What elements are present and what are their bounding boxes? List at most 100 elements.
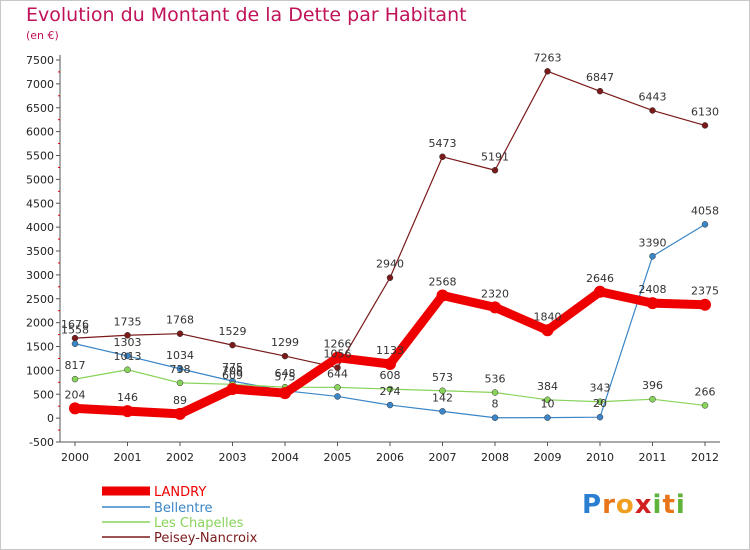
data-point	[701, 221, 709, 228]
data-label: 204	[65, 388, 86, 401]
data-label: 1768	[166, 314, 194, 327]
data-label: 1303	[114, 336, 142, 349]
data-label: 775	[222, 361, 243, 374]
data-label: 10	[541, 398, 555, 411]
logo-letter: i	[652, 490, 663, 520]
data-point	[279, 387, 291, 400]
logo-letter: P	[582, 490, 603, 520]
data-point	[646, 297, 659, 310]
data-point	[331, 351, 344, 364]
data-point	[69, 402, 81, 415]
data-label: 738	[170, 363, 191, 376]
legend-entry: LANDRY	[154, 485, 206, 500]
data-point	[226, 383, 239, 396]
data-label: 1735	[114, 315, 142, 328]
data-point	[281, 352, 289, 360]
data-point	[596, 87, 604, 95]
data-label: 575	[275, 371, 296, 384]
x-tick-label: 2000	[61, 451, 89, 464]
data-point	[701, 402, 709, 409]
legend-entry: Les Chapelles	[154, 516, 244, 531]
data-label: 384	[537, 380, 558, 393]
data-point	[489, 301, 501, 314]
y-tick-label: 5500	[26, 150, 54, 163]
data-label: 1013	[114, 350, 142, 363]
data-label: 1034	[166, 349, 194, 362]
data-point	[439, 153, 446, 161]
data-point	[594, 285, 606, 298]
x-tick-label: 2007	[429, 451, 457, 464]
data-point	[384, 358, 396, 371]
data-label: 396	[642, 379, 663, 392]
x-tick-label: 2012	[691, 451, 719, 464]
data-label: 817	[65, 359, 86, 372]
data-point	[71, 375, 79, 383]
y-tick-label: 5000	[26, 173, 54, 186]
data-point	[699, 298, 711, 311]
y-tick-label: 0	[47, 412, 54, 425]
x-tick-label: 2002	[166, 451, 194, 464]
data-label: 1056	[324, 348, 352, 361]
data-label: 2375	[691, 285, 719, 298]
logo-letter: r	[602, 490, 616, 520]
x-tick-label: 2004	[271, 451, 299, 464]
chart-title: Evolution du Montant de la Dette par Hab…	[26, 4, 467, 26]
logo-letter: t	[662, 490, 676, 520]
data-point	[649, 107, 656, 114]
data-label: 2568	[429, 276, 457, 289]
legend-entry: Peisey-Nancroix	[154, 531, 258, 546]
data-label: 7263	[534, 51, 562, 64]
x-tick-label: 2011	[639, 451, 667, 464]
y-tick-label: 7500	[26, 54, 54, 67]
data-point	[436, 289, 449, 302]
data-label: 4058	[691, 204, 719, 217]
data-point	[124, 366, 131, 374]
data-point	[334, 384, 341, 391]
data-label: 2320	[481, 287, 509, 300]
data-label: 2940	[376, 258, 404, 271]
x-tick-label: 2008	[481, 451, 509, 464]
data-point	[544, 414, 551, 421]
data-point	[176, 365, 184, 373]
data-label: 609	[222, 369, 243, 382]
data-point	[544, 396, 551, 404]
data-label: 573	[432, 371, 453, 384]
y-tick-label: 2500	[26, 293, 54, 306]
data-point	[544, 68, 551, 75]
data-label: 146	[117, 391, 138, 404]
logo-letter: o	[615, 490, 635, 520]
data-label: 6130	[691, 105, 719, 118]
data-point	[334, 364, 341, 371]
data-point	[491, 389, 499, 396]
data-point	[176, 379, 184, 387]
data-label: 5191	[481, 150, 509, 163]
y-tick-label: 6500	[26, 102, 54, 115]
data-label: 3390	[639, 236, 667, 249]
y-tick-label: 7000	[26, 78, 54, 91]
data-point	[124, 332, 131, 339]
data-point	[439, 408, 446, 415]
data-label: 608	[380, 369, 401, 382]
data-label: 1840	[534, 310, 562, 323]
data-point	[439, 387, 446, 395]
data-label: 89	[173, 394, 187, 407]
x-tick-label: 2006	[376, 451, 404, 464]
data-label: 1133	[376, 344, 404, 357]
data-label: 1676	[61, 318, 89, 331]
data-point	[541, 324, 554, 337]
data-label: 6847	[586, 71, 614, 84]
y-tick-label: 1500	[26, 341, 54, 354]
data-label: 708	[222, 364, 243, 377]
data-point	[386, 274, 394, 281]
y-tick-label: 4500	[26, 197, 54, 210]
y-tick-label: 6000	[26, 126, 54, 139]
x-tick-label: 2001	[114, 451, 142, 464]
data-label: 1299	[271, 336, 299, 349]
data-label: 1558	[61, 324, 89, 337]
data-label: 142	[432, 391, 453, 404]
y-tick-label: 4000	[26, 221, 54, 234]
data-point	[491, 414, 499, 421]
data-point	[176, 330, 184, 337]
